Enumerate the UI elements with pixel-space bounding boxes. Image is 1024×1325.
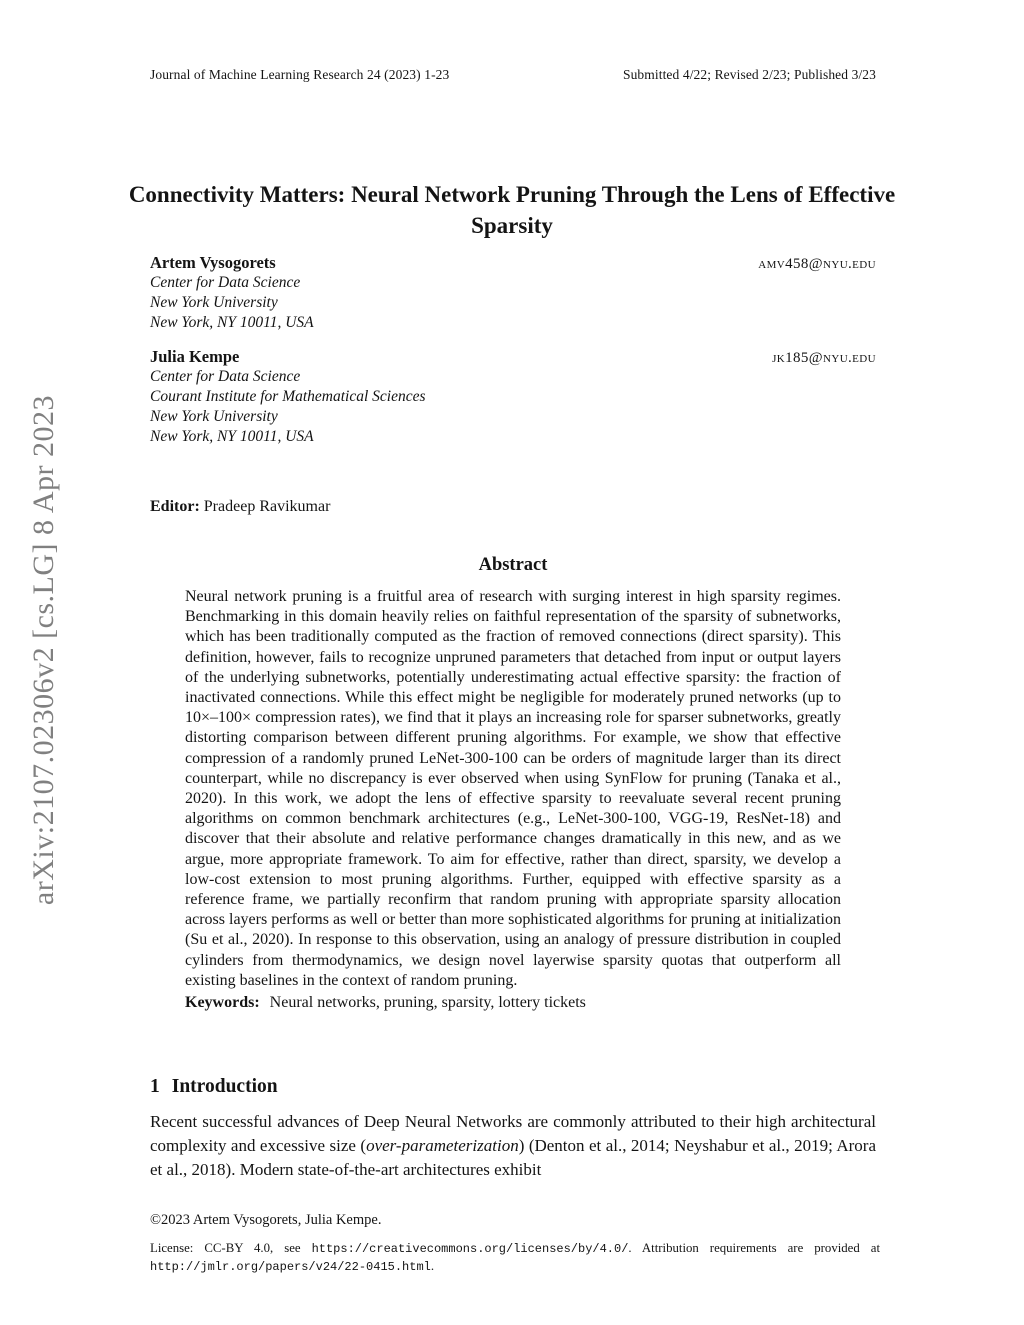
author-list: Artem Vysogorets amv458@nyu.edu Center f… xyxy=(150,253,876,461)
author-name-row: Artem Vysogorets amv458@nyu.edu xyxy=(150,253,876,273)
editor-name: Pradeep Ravikumar xyxy=(203,498,331,515)
author-affiliation: Courant Institute for Mathematical Scien… xyxy=(150,388,426,405)
author-name: Artem Vysogorets xyxy=(150,253,276,272)
section-1-heading: 1 Introduction xyxy=(150,1076,278,1098)
author-entry: Artem Vysogorets amv458@nyu.edu Center f… xyxy=(150,253,876,333)
author-name-row: Julia Kempe jk185@nyu.edu xyxy=(150,347,876,367)
author-affiliation: New York University xyxy=(150,408,278,425)
abstract-section: Abstract Neural network pruning is a fru… xyxy=(185,555,841,1013)
author-affiliation: New York, NY 10011, USA xyxy=(150,428,314,445)
intro-text-before: Recent successful advances of Deep Neura… xyxy=(150,1112,876,1155)
keywords-text: Neural networks, pruning, sparsity, lott… xyxy=(269,994,586,1012)
footer-block: ©2023 Artem Vysogorets, Julia Kempe. Lic… xyxy=(150,1212,880,1276)
introduction-paragraph: Recent successful advances of Deep Neura… xyxy=(150,1110,876,1182)
intro-italic-term: over-parameterization xyxy=(366,1136,519,1155)
license-text: . Attribution requirements are provided … xyxy=(628,1241,880,1255)
paper-url[interactable]: http://jmlr.org/papers/v24/22-0415.html xyxy=(150,1260,431,1274)
abstract-heading: Abstract xyxy=(478,555,548,575)
author-entry: Julia Kempe jk185@nyu.edu Center for Dat… xyxy=(150,347,876,447)
keywords-label: Keywords: xyxy=(185,994,260,1012)
author-affiliation: New York University xyxy=(150,294,278,311)
author-email: amv458@nyu.edu xyxy=(758,256,876,272)
journal-reference: Journal of Machine Learning Research 24 … xyxy=(150,67,450,82)
license-line: License: CC-BY 4.0, see https://creative… xyxy=(150,1240,880,1276)
intro-text-after: ) (Denton et al., 2014; Neyshabur et al.… xyxy=(150,1136,876,1179)
author-email: jk185@nyu.edu xyxy=(772,350,876,366)
page-title: Connectivity Matters: Neural Network Pru… xyxy=(128,182,896,239)
keywords-line: Keywords: Neural networks, pruning, spars… xyxy=(185,993,841,1013)
editor-line: Editor: Pradeep Ravikumar xyxy=(150,498,330,516)
running-header: Journal of Machine Learning Research 24 … xyxy=(150,67,876,83)
submission-dates: Submitted 4/22; Revised 2/23; Published … xyxy=(622,67,876,82)
section-title: Introduction xyxy=(171,1076,278,1097)
author-affiliation: Center for Data Science xyxy=(150,274,301,291)
author-affiliation: Center for Data Science xyxy=(150,368,301,385)
author-name: Julia Kempe xyxy=(150,347,240,366)
license-text: . xyxy=(430,1259,435,1273)
author-affiliation: New York, NY 10011, USA xyxy=(150,314,314,331)
copyright-line: ©2023 Artem Vysogorets, Julia Kempe. xyxy=(150,1212,382,1228)
license-url[interactable]: https://creativecommons.org/licenses/by/… xyxy=(311,1242,629,1256)
arxiv-watermark: arXiv:2107.02306v2 [cs.LG] 8 Apr 2023 xyxy=(27,394,60,906)
editor-label: Editor: xyxy=(150,498,200,515)
abstract-body: Neural network pruning is a fruitful are… xyxy=(185,588,841,989)
section-number: 1 xyxy=(150,1076,160,1097)
license-text: License: CC-BY 4.0, see xyxy=(150,1241,312,1255)
